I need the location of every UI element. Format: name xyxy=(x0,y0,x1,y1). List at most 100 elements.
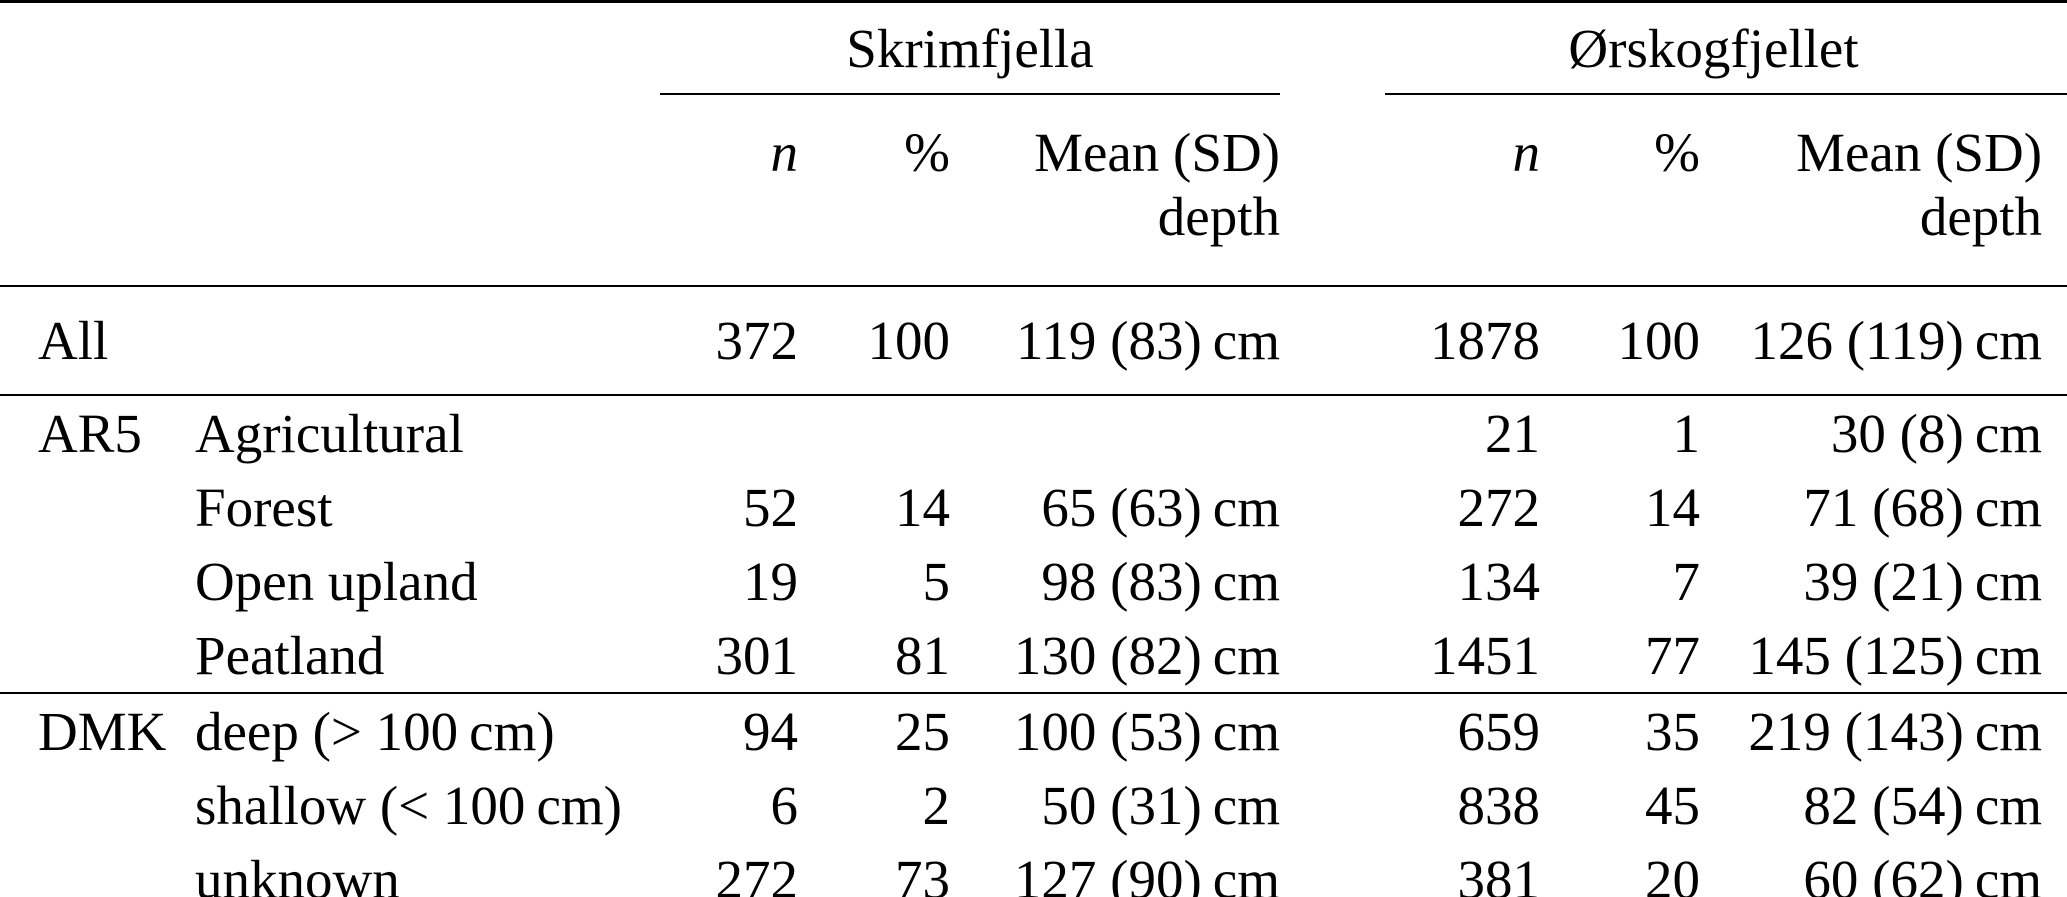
cell-group-label xyxy=(0,544,195,618)
cell-skrimfjella-n: 6 xyxy=(770,774,799,836)
table-row-ar5-forest: Forest 52 14 65 (63) cm 272 14 71 (68) c… xyxy=(0,470,2067,544)
cell-category: Agricultural xyxy=(195,402,464,464)
cell-skrimfjella-pct: 2 xyxy=(922,774,951,836)
cell-skrimfjella-pct: 73 xyxy=(798,842,950,897)
subheader-mean-line1: Mean (SD) xyxy=(1796,122,2043,183)
cell-skrimfjella-mean: 100 (53) cm xyxy=(1013,700,1280,762)
subheader-mean-line2: depth xyxy=(1157,186,1280,247)
cell-orskogfjellet-n: 272 xyxy=(1457,476,1541,538)
cell-skrimfjella-mean: 98 (83) cm xyxy=(1041,550,1280,612)
table-row-dmk-shallow: shallow (< 100 cm) 6 2 50 (31) cm 838 45… xyxy=(0,768,2067,842)
table-row-ar5-agricultural: AR5 Agricultural 21 1 30 (8) cm xyxy=(0,395,2067,470)
table-row-dmk-unknown: unknown 272 73 127 (90) cm 381 20 60 (62… xyxy=(0,842,2067,897)
cell-category: Peatland xyxy=(195,618,660,694)
cell-orskogfjellet-pct: 45 xyxy=(1645,774,1700,836)
column-group-skrimfjella: Skrimfjella xyxy=(660,1,1280,95)
cell-orskogfjellet-n: 381 xyxy=(1385,842,1540,897)
cell-orskogfjellet-mean: 30 (8) cm xyxy=(1830,402,2043,464)
subheader-mean-skrimfjella: Mean (SD) depth xyxy=(950,94,1280,287)
cell-skrimfjella-n: 19 xyxy=(743,550,798,612)
cell-skrimfjella-pct: 5 xyxy=(922,550,951,612)
cell-category xyxy=(195,286,660,396)
cell-skrimfjella-pct: 100 xyxy=(798,286,950,396)
cell-orskogfjellet-n: 838 xyxy=(1457,774,1541,836)
column-group-header-row: Skrimfjella Ørskogfjellet xyxy=(0,1,2067,95)
cell-skrimfjella-mean: 127 (90) cm xyxy=(950,842,1280,897)
cell-orskogfjellet-mean: 145 (125) cm xyxy=(1700,618,2067,694)
cell-group-label: AR5 xyxy=(38,402,142,464)
cell-group-label xyxy=(0,470,195,544)
cell-category: deep (> 100 cm) xyxy=(195,700,555,762)
cell-skrimfjella-n: 372 xyxy=(660,286,798,396)
cell-orskogfjellet-n: 1878 xyxy=(1385,286,1540,396)
subheader-spacer xyxy=(0,94,660,287)
cell-gap xyxy=(1280,693,1385,768)
cell-orskogfjellet-n: 21 xyxy=(1485,402,1540,464)
cell-orskogfjellet-pct: 35 xyxy=(1645,700,1700,762)
cell-gap xyxy=(1280,618,1385,694)
cell-skrimfjella-mean xyxy=(950,395,1280,470)
cell-skrimfjella-pct xyxy=(798,395,950,470)
cell-orskogfjellet-n: 659 xyxy=(1457,700,1541,762)
cell-gap xyxy=(1280,286,1385,396)
subheader-mean-line1: Mean (SD) xyxy=(1034,122,1280,183)
cell-group-label xyxy=(0,618,195,694)
cell-orskogfjellet-mean: 60 (62) cm xyxy=(1700,842,2067,897)
cell-skrimfjella-pct: 81 xyxy=(798,618,950,694)
cell-skrimfjella-n: 272 xyxy=(660,842,798,897)
cell-skrimfjella-mean: 130 (82) cm xyxy=(950,618,1280,694)
corner-spacer xyxy=(0,2,660,95)
cell-orskogfjellet-pct: 14 xyxy=(1645,476,1700,538)
subheader-n-orskogfjellet: n xyxy=(1385,94,1540,287)
cell-orskogfjellet-n: 134 xyxy=(1457,550,1541,612)
cell-skrimfjella-mean: 50 (31) cm xyxy=(1041,774,1280,836)
subheader-pct-orskogfjellet: % xyxy=(1540,94,1700,287)
cell-orskogfjellet-pct: 77 xyxy=(1540,618,1700,694)
cell-skrimfjella-n: 94 xyxy=(743,700,798,762)
cell-skrimfjella-mean: 65 (63) cm xyxy=(1041,476,1280,538)
cell-group-label: All xyxy=(0,286,195,396)
cell-skrimfjella-n: 301 xyxy=(660,618,798,694)
cell-skrimfjella-n xyxy=(660,395,798,470)
cell-skrimfjella-mean: 119 (83) cm xyxy=(950,286,1280,396)
group-gap-spacer xyxy=(1280,2,1385,95)
cell-gap xyxy=(1280,768,1385,842)
cell-skrimfjella-n: 52 xyxy=(743,476,798,538)
cell-gap xyxy=(1280,842,1385,897)
subheader-mean-orskogfjellet: Mean (SD) depth xyxy=(1700,94,2067,287)
cell-orskogfjellet-pct: 100 xyxy=(1540,286,1700,396)
cell-category: unknown xyxy=(195,842,660,897)
cell-gap xyxy=(1280,470,1385,544)
subheader-gap-spacer xyxy=(1280,94,1385,287)
cell-orskogfjellet-mean: 126 (119) cm xyxy=(1700,286,2067,396)
subheader-pct-skrimfjella: % xyxy=(798,94,950,287)
cell-orskogfjellet-mean: 71 (68) cm xyxy=(1803,476,2043,538)
cell-orskogfjellet-pct: 20 xyxy=(1540,842,1700,897)
cell-skrimfjella-pct: 25 xyxy=(895,700,950,762)
table-row-ar5-peatland: Peatland 301 81 130 (82) cm 1451 77 145 … xyxy=(0,618,2067,694)
cell-category: shallow (< 100 cm) xyxy=(195,774,622,836)
subheader-n-skrimfjella: n xyxy=(660,94,798,287)
table-row-dmk-deep: DMK deep (> 100 cm) 94 25 100 (53) cm 65… xyxy=(0,693,2067,768)
cell-group-label: DMK xyxy=(38,700,167,762)
cell-group-label xyxy=(0,768,195,842)
cell-category: Forest xyxy=(195,476,333,538)
column-group-orskogfjellet: Ørskogfjellet xyxy=(1385,1,2067,95)
cell-group-label xyxy=(0,842,195,897)
cell-gap xyxy=(1280,395,1385,470)
cell-orskogfjellet-pct: 1 xyxy=(1672,402,1701,464)
cell-category: Open upland xyxy=(195,550,478,612)
cell-gap xyxy=(1280,544,1385,618)
table-row-ar5-open-upland: Open upland 19 5 98 (83) cm 134 7 39 (21… xyxy=(0,544,2067,618)
cell-orskogfjellet-mean: 39 (21) cm xyxy=(1803,550,2043,612)
table-row-all: All 372 100 119 (83) cm 1878 100 126 (11… xyxy=(0,286,2067,396)
cell-orskogfjellet-n: 1451 xyxy=(1385,618,1540,694)
cell-skrimfjella-pct: 14 xyxy=(895,476,950,538)
cell-orskogfjellet-mean: 82 (54) cm xyxy=(1803,774,2043,836)
cell-orskogfjellet-pct: 7 xyxy=(1672,550,1701,612)
subheader-mean-line2: depth xyxy=(1919,186,2043,247)
cell-orskogfjellet-mean: 219 (143) cm xyxy=(1748,700,2043,762)
subheader-row: n % Mean (SD) depth n % Mean (SD) depth xyxy=(0,94,2067,287)
